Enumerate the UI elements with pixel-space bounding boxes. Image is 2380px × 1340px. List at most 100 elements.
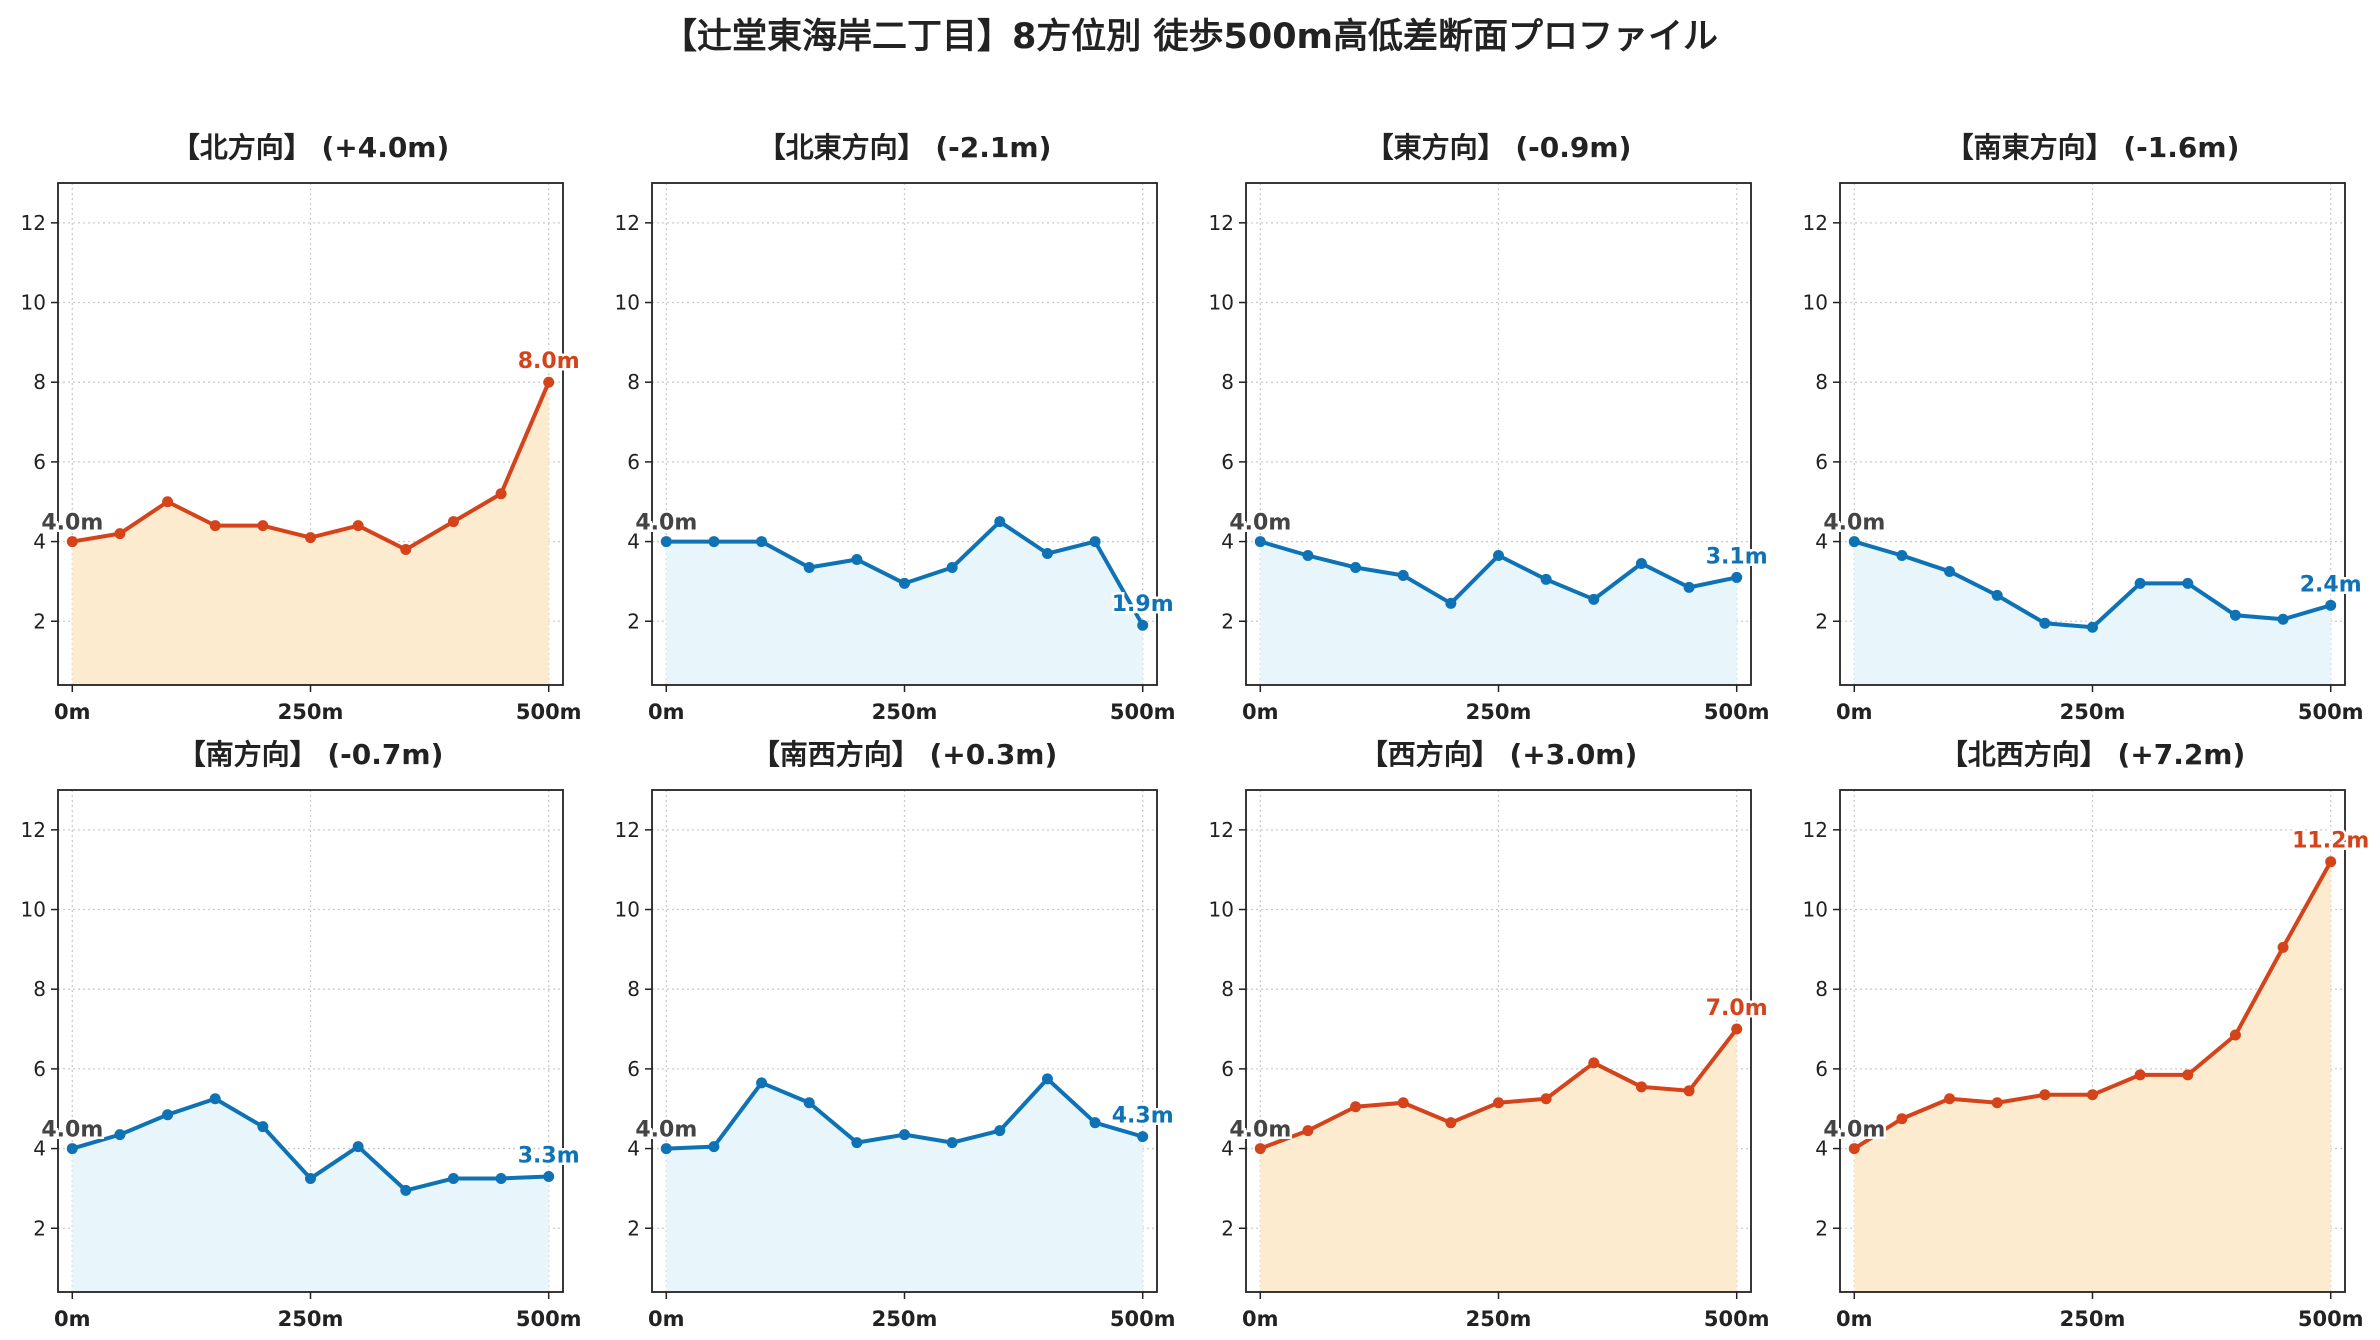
start-value-label: 4.0m: [1823, 511, 1885, 536]
data-point: [1848, 1143, 1860, 1155]
y-tick-label: 12: [21, 818, 46, 842]
chart-plot: 2 4 6 8 10 12 0m 250m 500m 4.0m 3.1m: [1209, 182, 1770, 724]
data-point: [1254, 1143, 1266, 1155]
y-tick-label: 2: [1221, 1216, 1234, 1240]
data-point: [1683, 1085, 1695, 1097]
data-point: [1041, 548, 1053, 560]
data-point: [660, 1143, 672, 1155]
data-point: [2277, 613, 2289, 625]
chart-title: 【北東方向】 (-2.1m): [757, 131, 1052, 164]
y-tick-label: 6: [33, 1057, 46, 1081]
data-point: [257, 520, 269, 532]
data-point: [2087, 621, 2098, 633]
y-tick-label: 8: [627, 977, 640, 1001]
end-value-label: 3.3m: [518, 1143, 580, 1168]
data-point: [1588, 1057, 1600, 1069]
data-point: [2325, 856, 2337, 868]
y-tick-label: 10: [1803, 898, 1828, 922]
x-tick-label: 0m: [54, 700, 90, 724]
y-tick-label: 12: [1209, 818, 1234, 842]
data-point: [1089, 536, 1101, 548]
page-title: 【辻堂東海岸二丁目】8方位別 徒歩500m高低差断面プロファイル: [661, 17, 1719, 57]
chart-title: 【東方向】 (-0.9m): [1365, 131, 1632, 164]
y-tick-label: 12: [615, 818, 640, 842]
x-tick-label: 500m: [1110, 1307, 1176, 1331]
y-tick-label: 2: [1815, 1216, 1828, 1240]
data-point: [2229, 609, 2241, 621]
y-tick-label: 6: [1815, 1057, 1828, 1081]
x-tick-label: 500m: [516, 1307, 582, 1331]
data-point: [352, 520, 364, 532]
end-value-label: 1.9m: [1112, 592, 1174, 617]
y-tick-label: 10: [21, 291, 46, 315]
data-point: [1991, 1097, 2003, 1109]
data-point: [2182, 577, 2194, 589]
chart-panel-7: 【北西方向】 (+7.2m) 2 4 6 8 10 12 0m 250m 500m 4.0m 11.2…: [1803, 738, 2372, 1332]
data-point: [162, 496, 174, 508]
data-point: [447, 516, 459, 528]
data-point: [1302, 550, 1314, 562]
data-point: [2182, 1069, 2194, 1081]
data-point: [1540, 573, 1552, 585]
y-tick-label: 8: [33, 977, 46, 1001]
chart-panel-0: 【北方向】 (+4.0m) 2 4 6 8 10 12 0m 250m 500m 4.0m 8.0m: [21, 131, 583, 725]
y-tick-label: 6: [627, 450, 640, 474]
data-point: [543, 376, 555, 388]
chart-panel-6: 【西方向】 (+3.0m) 2 4 6 8 10 12 0m 250m 500m 4.0m 7.0m: [1209, 738, 1771, 1332]
x-tick-label: 250m: [2060, 1307, 2126, 1331]
data-point: [2277, 941, 2289, 953]
x-tick-label: 0m: [1836, 700, 1873, 724]
data-point: [209, 1093, 221, 1105]
y-tick-label: 8: [1815, 977, 1828, 1001]
chart-title: 【西方向】 (+3.0m): [1359, 738, 1638, 771]
data-point: [1302, 1125, 1314, 1137]
data-point: [2039, 617, 2051, 629]
data-point: [1896, 550, 1908, 562]
data-point: [1991, 589, 2003, 601]
y-tick-label: 12: [1209, 211, 1234, 235]
data-point: [1137, 1131, 1149, 1143]
data-point: [495, 1172, 507, 1184]
chart-title: 【北西方向】 (+7.2m): [1939, 738, 2246, 771]
end-value-label: 4.3m: [1112, 1104, 1174, 1129]
y-tick-label: 8: [627, 370, 640, 394]
x-tick-label: 250m: [278, 1307, 344, 1331]
y-tick-label: 4: [627, 530, 640, 554]
x-tick-label: 500m: [1704, 700, 1770, 724]
data-point: [1731, 1023, 1743, 1035]
x-tick-label: 250m: [872, 700, 938, 724]
x-tick-label: 250m: [1466, 700, 1532, 724]
x-tick-label: 500m: [516, 700, 582, 724]
data-point: [1089, 1117, 1101, 1129]
x-tick-label: 0m: [648, 1307, 685, 1331]
y-tick-label: 4: [627, 1137, 640, 1161]
x-tick-label: 250m: [278, 700, 344, 724]
chart-panel-2: 【東方向】 (-0.9m) 2 4 6 8 10 12 0m 250m 500m 4.0m 3.1m: [1209, 131, 1771, 725]
x-tick-label: 500m: [2298, 1307, 2364, 1331]
y-tick-label: 6: [1815, 450, 1828, 474]
data-point: [2087, 1089, 2098, 1101]
area-fill: [666, 1078, 1143, 1292]
chart-plot: 2 4 6 8 10 12 0m 250m 500m 4.0m 3.3m: [21, 789, 582, 1331]
data-point: [708, 536, 720, 548]
data-point: [1588, 593, 1600, 605]
area-fill: [666, 521, 1143, 685]
data-point: [1254, 536, 1266, 548]
data-point: [114, 1129, 126, 1141]
data-point: [1896, 1113, 1908, 1125]
x-tick-label: 0m: [648, 700, 685, 724]
y-tick-label: 6: [1221, 450, 1234, 474]
x-tick-label: 500m: [2298, 700, 2364, 724]
start-value-label: 4.0m: [1823, 1118, 1885, 1143]
data-point: [1944, 1093, 1956, 1105]
data-point: [1493, 1097, 1504, 1109]
data-point: [1445, 1117, 1457, 1129]
chart-title: 【南方向】 (-0.7m): [177, 738, 444, 771]
chart-panel-1: 【北東方向】 (-2.1m) 2 4 6 8 10 12 0m 250m 500m 4.0m 1.9m: [615, 131, 1177, 725]
data-point: [66, 1143, 78, 1155]
y-tick-label: 2: [33, 609, 46, 633]
chart-title: 【南東方向】 (-1.6m): [1945, 131, 2240, 164]
data-point: [2039, 1089, 2051, 1101]
chart-panel-4: 【南方向】 (-0.7m) 2 4 6 8 10 12 0m 250m 500m 4.0m 3.3m: [21, 738, 583, 1332]
data-point: [1041, 1073, 1053, 1085]
